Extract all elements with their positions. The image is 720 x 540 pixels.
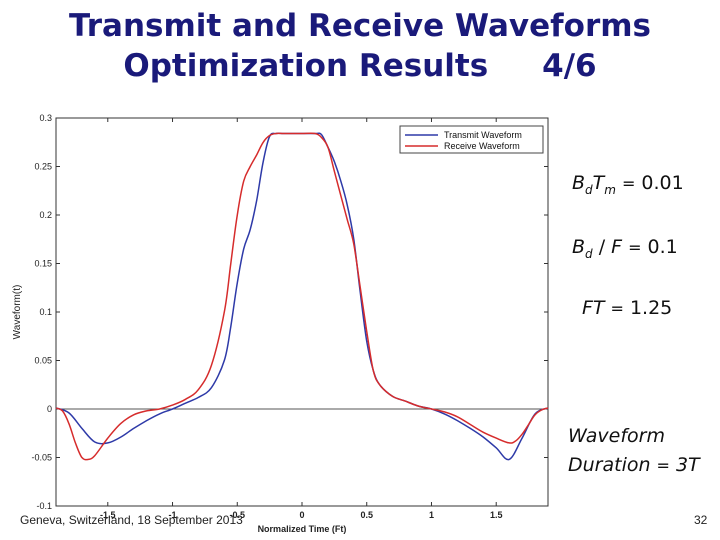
x-tick-label: -1 <box>169 510 177 520</box>
eq1-sub-m: m <box>604 182 616 197</box>
duration-value: 3T <box>675 454 700 476</box>
y-tick-label: 0.1 <box>39 307 52 317</box>
y-tick-label: 0.15 <box>34 259 52 269</box>
eq1-sub-d: d <box>585 182 593 197</box>
x-tick-label: 1.5 <box>490 510 503 520</box>
plot-area <box>55 117 549 507</box>
duration-word: Duration <box>568 454 651 476</box>
equation-bd-over-f: Bd / F = 0.1 <box>572 236 678 261</box>
y-tick-label: 0.2 <box>39 210 52 220</box>
eq1-b: B <box>572 172 586 194</box>
eq2-b: B <box>572 236 586 258</box>
x-tick-label: -1.5 <box>100 510 116 520</box>
y-tick-label: -0.05 <box>31 453 52 463</box>
eq2-equals: = <box>628 238 642 257</box>
x-axis-label: Normalized Time (Ft) <box>258 524 347 534</box>
eq1-value: 0.01 <box>641 172 684 194</box>
eq3-value: 1.25 <box>629 297 673 319</box>
slide-number: 32 <box>694 513 708 527</box>
x-tick-label: 1 <box>429 510 434 520</box>
duration-equals: = <box>656 456 670 475</box>
eq2-f: F <box>611 236 623 258</box>
equation-ft: FT = 1.25 <box>582 297 672 319</box>
eq3-equals: = <box>610 299 624 318</box>
slide-title: Transmit and Receive Waveforms Optimizat… <box>0 6 720 86</box>
eq1-t: T <box>592 172 605 194</box>
eq2-slash: / <box>598 236 606 258</box>
y-tick-label: 0.3 <box>39 113 52 123</box>
title-line-2: Optimization Results 4/6 <box>0 46 720 86</box>
legend-box <box>399 125 544 154</box>
title-page-indicator: 4/6 <box>542 48 597 84</box>
x-tick-label: 0.5 <box>360 510 373 520</box>
series-line-receive <box>55 132 549 461</box>
duration-label-line-1: Waveform <box>568 425 665 447</box>
title-line-1: Transmit and Receive Waveforms <box>69 8 651 44</box>
footer-venue-date: Geneva, Switzerland, 18 September 2013 <box>20 513 243 527</box>
x-tick-label: 0 <box>299 510 304 520</box>
eq2-sub-d: d <box>585 246 593 261</box>
legend-entry: Receive Waveform <box>444 141 520 151</box>
x-tick-label: -0.5 <box>230 510 246 520</box>
y-axis-label: Waveform(t) <box>12 285 23 340</box>
y-tick-label: 0.05 <box>34 356 52 366</box>
equation-bd-tm: BdTm = 0.01 <box>572 172 684 197</box>
eq2-value: 0.1 <box>647 236 678 258</box>
y-tick-label: 0.25 <box>34 162 52 172</box>
waveform-chart: -0.1 -0.05 0 0.05 0.1 0.15 0.2 0.25 0.3 -1.5 -1 -0.… <box>12 113 549 534</box>
title-optimization-results: Optimization Results <box>123 48 489 84</box>
duration-label-line-2: Duration = 3T <box>568 454 700 476</box>
eq1-equals: = <box>621 174 636 193</box>
y-tick-label: 0 <box>47 404 52 414</box>
eq3-ft: FT <box>582 297 605 319</box>
legend-entry: Transmit Waveform <box>444 130 522 140</box>
y-tick-label: -0.1 <box>36 501 52 511</box>
